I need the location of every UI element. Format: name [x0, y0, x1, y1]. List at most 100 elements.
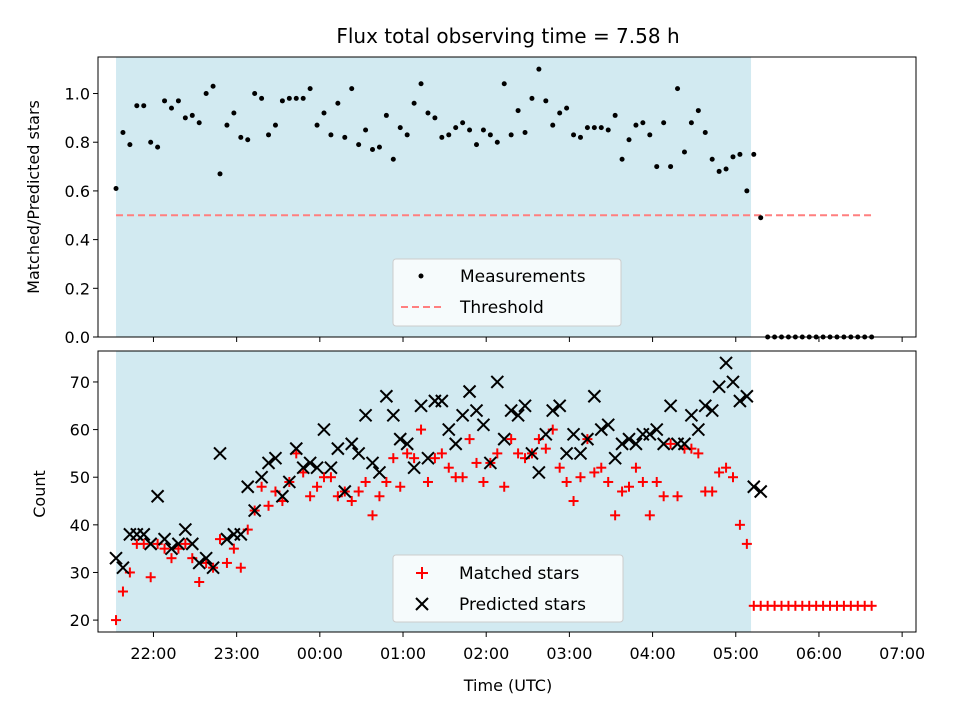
matched-star-point	[409, 453, 420, 464]
measurement-point	[231, 110, 237, 116]
y-tick-label: 20	[70, 611, 90, 630]
measurement-point	[293, 95, 299, 101]
measurement-point	[598, 125, 604, 131]
predicted-star-point	[525, 446, 539, 461]
matched-star-point	[367, 510, 378, 521]
bottom-y-ticks: 20 30 40 50 60 70	[70, 373, 98, 630]
measurement-point	[702, 129, 708, 135]
matched-star-point	[471, 457, 482, 468]
measurement-point	[425, 110, 431, 116]
measurement-point	[120, 129, 126, 135]
matched-star-point	[173, 543, 184, 554]
measurement-point	[529, 95, 535, 101]
matched-star-point	[228, 543, 239, 554]
predicted-star-point	[573, 446, 588, 461]
predicted-star-point	[566, 427, 581, 442]
measurement-point	[349, 86, 355, 92]
measurement-point	[661, 120, 667, 126]
predicted-star-point	[497, 432, 511, 446]
matched-star-point	[263, 500, 274, 511]
matched-star-point	[117, 586, 128, 597]
predicted-star-point	[643, 427, 657, 442]
measurement-point	[286, 95, 292, 101]
measurement-point	[577, 134, 583, 140]
predicted-star-point	[469, 403, 484, 418]
legend-predicted-label: Predicted stars	[459, 595, 586, 615]
measurement-point	[681, 149, 687, 155]
matched-star-point	[194, 576, 205, 587]
predicted-star-point	[247, 503, 262, 518]
x-tick-label: 06:00	[796, 644, 842, 663]
top-panel: Flux total observing time = 7.58 h 0.00.…	[24, 24, 917, 347]
matched-star-point	[554, 462, 565, 473]
measurement-point	[487, 132, 493, 138]
measurement-point	[501, 81, 507, 87]
predicted-star-point	[324, 460, 338, 475]
predicted-star-point	[559, 446, 574, 461]
matched-star-point	[291, 448, 302, 459]
predicted-star-point	[663, 399, 678, 413]
measurement-point	[162, 98, 168, 104]
measurement-point	[737, 151, 743, 157]
measurement-point	[376, 144, 382, 150]
x-tick-label: 07:00	[879, 644, 925, 663]
measurement-point	[460, 120, 466, 126]
predicted-star-point	[733, 394, 747, 408]
matched-star-point	[707, 486, 718, 497]
matched-star-point	[429, 453, 440, 464]
predicted-star-point	[532, 465, 546, 480]
predicted-star-point	[490, 375, 505, 389]
y-tick-label: 0.8	[65, 133, 90, 152]
predicted-star-point	[719, 356, 733, 370]
predicted-star-point	[393, 432, 407, 446]
matched-star-point	[215, 534, 226, 545]
measurement-point	[439, 134, 445, 140]
predicted-star-point	[698, 399, 712, 413]
predicted-star-point	[462, 384, 477, 399]
matched-star-point	[381, 476, 392, 487]
measurement-point	[543, 98, 549, 104]
measurement-point	[723, 166, 729, 172]
measurement-point	[605, 127, 611, 133]
measurement-point	[383, 112, 389, 118]
measurement-point	[189, 112, 195, 118]
predicted-star-point	[705, 403, 719, 418]
predicted-star-point	[150, 489, 165, 503]
predicted-star-point	[435, 394, 449, 408]
measurement-point	[584, 125, 590, 131]
predicted-star-point	[338, 484, 352, 499]
predicted-star-point	[164, 541, 179, 556]
predicted-star-point	[552, 399, 567, 413]
bottom-axes-frame	[97, 350, 917, 633]
legend-matched-marker	[416, 567, 428, 579]
matched-star-point	[416, 424, 427, 435]
predicted-star-point	[684, 408, 699, 423]
top-legend-box	[392, 258, 622, 327]
legend-matched-label: Matched stars	[459, 564, 579, 584]
matched-star-point	[741, 538, 752, 549]
measurement-point	[342, 134, 348, 140]
matched-star-point	[665, 438, 676, 449]
matched-star-point	[589, 467, 600, 478]
measurement-point	[203, 91, 209, 97]
measurement-point	[591, 125, 597, 131]
x-tick-label: 01:00	[380, 644, 426, 663]
matched-star-point	[540, 443, 551, 454]
measurement-point	[397, 125, 403, 131]
matched-star-point	[693, 448, 704, 459]
matched-star-point	[145, 572, 156, 583]
matched-star-point	[360, 476, 371, 487]
measurement-point	[619, 156, 625, 162]
matched-star-point	[111, 615, 122, 626]
predicted-star-point	[615, 437, 629, 451]
measurement-point	[730, 154, 736, 160]
matched-star-point	[180, 538, 191, 549]
predicted-star-point	[587, 389, 602, 403]
y-tick-label: 0.2	[65, 279, 90, 298]
matched-star-point	[422, 476, 433, 487]
measurement-point	[404, 132, 410, 138]
measurement-point	[328, 132, 334, 138]
matched-star-point	[603, 476, 614, 487]
measurement-point	[279, 98, 285, 104]
measurement-point	[640, 120, 646, 126]
